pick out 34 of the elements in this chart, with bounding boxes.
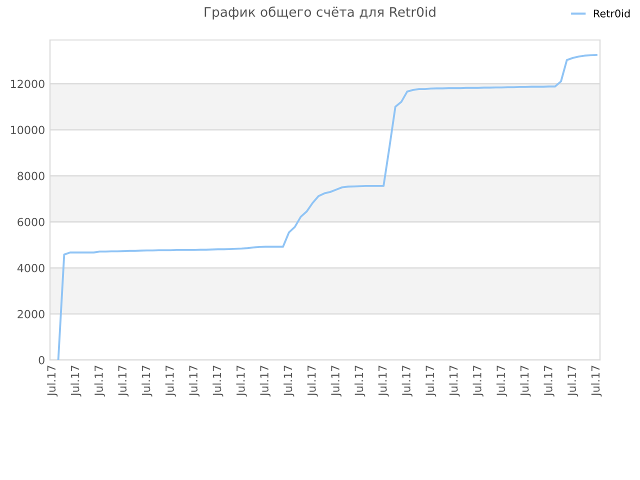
x-tick-label: Jul.17 — [425, 366, 436, 397]
x-tick-label: Jul.17 — [496, 366, 508, 397]
x-tick-label: Jul.17 — [188, 366, 200, 397]
x-tick-label: Jul.17 — [567, 366, 578, 397]
line-series — [57, 54, 598, 360]
x-tick-label: Jul.17 — [94, 366, 105, 397]
x-tick-label: Jul.17 — [402, 366, 412, 397]
x-tick-label: Jul.17 — [70, 366, 82, 397]
y-tick-label: 4000 — [17, 264, 44, 272]
chart-title: График общего счёта для Retr0id — [204, 6, 436, 20]
x-tick-label: Jul.17 — [212, 366, 224, 397]
x-tick-label: Jul.17 — [46, 366, 58, 397]
x-tick-label: Jul.17 — [236, 366, 247, 397]
x-tick-label: Jul.17 — [378, 366, 389, 397]
x-tick-label: Jul.17 — [449, 366, 460, 397]
x-tick-label: Jul.17 — [330, 366, 342, 397]
x-tick-label: Jul.17 — [165, 366, 176, 397]
x-tick-label: Jul.17 — [284, 366, 294, 397]
x-tick-label: Jul.17 — [354, 366, 366, 397]
legend-label: Retr0id — [594, 9, 630, 18]
y-tick-label: 12000 — [11, 80, 44, 88]
y-tick-label: 2000 — [18, 310, 44, 318]
y-tick-label: 8000 — [18, 172, 44, 180]
x-tick-label: Jul.17 — [544, 366, 554, 397]
y-tick-label: 0 — [38, 356, 44, 364]
x-tick-label: Jul.17 — [142, 366, 152, 397]
x-tick-label: Jul.17 — [118, 366, 129, 397]
x-tick-label: Jul.17 — [307, 366, 318, 397]
y-tick-label: 6000 — [18, 218, 44, 226]
y-tick-label: 10000 — [11, 126, 44, 134]
x-tick-label: Jul.17 — [472, 366, 484, 397]
x-tick-label: Jul.17 — [520, 366, 531, 397]
x-tick-label: Jul.17 — [591, 366, 602, 397]
x-tick-label: Jul.17 — [260, 366, 271, 397]
